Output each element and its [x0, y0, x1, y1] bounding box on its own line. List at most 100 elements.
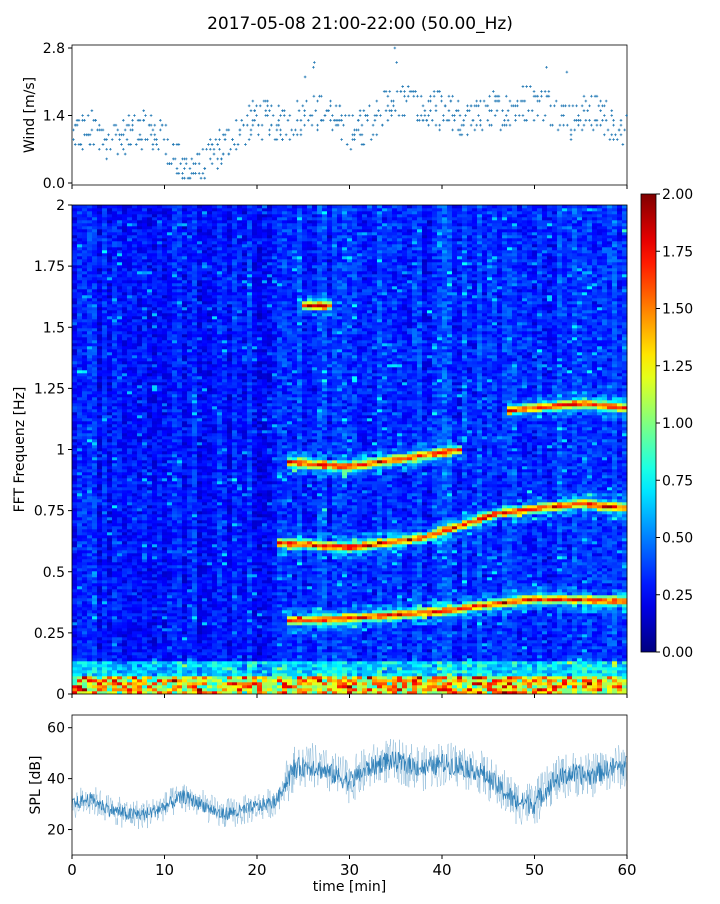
spectrogram-cell [162, 679, 167, 682]
spectrogram-cell [162, 385, 167, 388]
spectrogram-cell [167, 394, 172, 397]
spectrogram-cell [77, 367, 82, 370]
spectrogram-cell [127, 382, 132, 385]
spectrogram-cell [87, 460, 92, 463]
spectrogram-cell [152, 304, 157, 307]
spectrogram-cell [82, 442, 87, 445]
spectrogram-cell [77, 319, 82, 322]
spectrogram-cell [127, 319, 132, 322]
spectrogram-cell [87, 403, 92, 406]
spectrogram-cell [137, 643, 142, 646]
spectrogram-cell [192, 622, 197, 625]
spectrogram-cell [92, 250, 97, 253]
spectrogram-cell [192, 478, 197, 481]
spectrogram-cell [112, 298, 117, 301]
spectrogram-cell [167, 607, 172, 610]
spectrogram-cell [167, 313, 172, 316]
spectrogram-cell [172, 502, 177, 505]
wind-point [268, 109, 271, 112]
spectrogram-cell [197, 271, 202, 274]
spectrogram-cell [142, 244, 147, 247]
spectrogram-cell [137, 610, 142, 613]
spectrogram-cell [182, 592, 187, 595]
spectrogram-cell [77, 655, 82, 658]
spectrogram-cell [117, 289, 122, 292]
spectrogram-cell [97, 400, 102, 403]
spectrogram-cell [182, 514, 187, 517]
spectrogram-cell [182, 517, 187, 520]
spectrogram-cell [172, 514, 177, 517]
spectrogram-cell [137, 277, 142, 280]
spectrogram-cell [97, 394, 102, 397]
spectrogram-cell [137, 565, 142, 568]
spectrogram-cell [102, 676, 107, 679]
spectrogram-cell [122, 307, 127, 310]
spectrogram-cell [72, 526, 77, 529]
wind-point [216, 143, 219, 146]
spectrogram-cell [172, 535, 177, 538]
spectrogram-cell [117, 259, 122, 262]
spectrogram-cell [127, 658, 132, 661]
spectrogram-cell [127, 310, 132, 313]
spectrogram-cell [127, 403, 132, 406]
spectrogram-cell [162, 499, 167, 502]
spectrogram-cell [172, 448, 177, 451]
spectrogram-cell [182, 568, 187, 571]
spectrogram-cell [112, 295, 117, 298]
spectrogram-cell [142, 337, 147, 340]
spectrogram-cell [202, 613, 207, 616]
spectrogram-cell [82, 490, 87, 493]
spectrogram-cell [82, 256, 87, 259]
spectrogram-cell [162, 619, 167, 622]
spectrogram-cell [202, 418, 207, 421]
spectrogram-cell [122, 688, 127, 691]
spectrogram-cell [172, 412, 177, 415]
wind-point [394, 109, 397, 112]
spectrogram-cell [187, 436, 192, 439]
spectrogram-cell [192, 268, 197, 271]
spectrogram-cell [92, 643, 97, 646]
wind-point [505, 124, 508, 127]
spectrogram-cell [147, 478, 152, 481]
spectrogram-cell [122, 283, 127, 286]
spectrogram-cell [177, 427, 182, 430]
wind-point [372, 124, 375, 127]
spectrogram-cell [172, 301, 177, 304]
spectrogram-cell [187, 619, 192, 622]
spectrogram-cell [172, 442, 177, 445]
spectrogram-cell [127, 574, 132, 577]
spectrogram-cell [177, 640, 182, 643]
spectrogram-cell [147, 364, 152, 367]
spectrogram-cell [152, 310, 157, 313]
spectrogram-cell [182, 253, 187, 256]
spectrogram-cell [97, 595, 102, 598]
spectrogram-cell [172, 592, 177, 595]
wind-point [614, 133, 617, 136]
spectrogram-cell [117, 319, 122, 322]
spectrogram-cell [82, 262, 87, 265]
spectrogram-cell [192, 640, 197, 643]
spectrogram-cell [77, 511, 82, 514]
spectrogram-cell [137, 268, 142, 271]
spectrogram-cell [177, 655, 182, 658]
spectrogram-cell [142, 565, 147, 568]
spectrogram-cell [182, 439, 187, 442]
spectrogram-cell [102, 370, 107, 373]
wind-point [72, 129, 75, 132]
spectrogram-cell [72, 670, 77, 673]
spectrogram-cell [92, 304, 97, 307]
spectrogram-cell [122, 247, 127, 250]
spectrogram-cell [72, 415, 77, 418]
spectrogram-cell [137, 607, 142, 610]
spectrogram-cell [117, 307, 122, 310]
spectrogram-cell [157, 646, 162, 649]
spectrogram-cell [182, 385, 187, 388]
spectrogram-cell [107, 532, 112, 535]
spectrogram-cell [92, 550, 97, 553]
spectrogram-cell [137, 652, 142, 655]
spectrogram-cell [167, 226, 172, 229]
spectrogram-cell [77, 217, 82, 220]
spectrogram-cell [122, 289, 127, 292]
spectrogram-cell [107, 652, 112, 655]
spectrogram-cell [102, 445, 107, 448]
